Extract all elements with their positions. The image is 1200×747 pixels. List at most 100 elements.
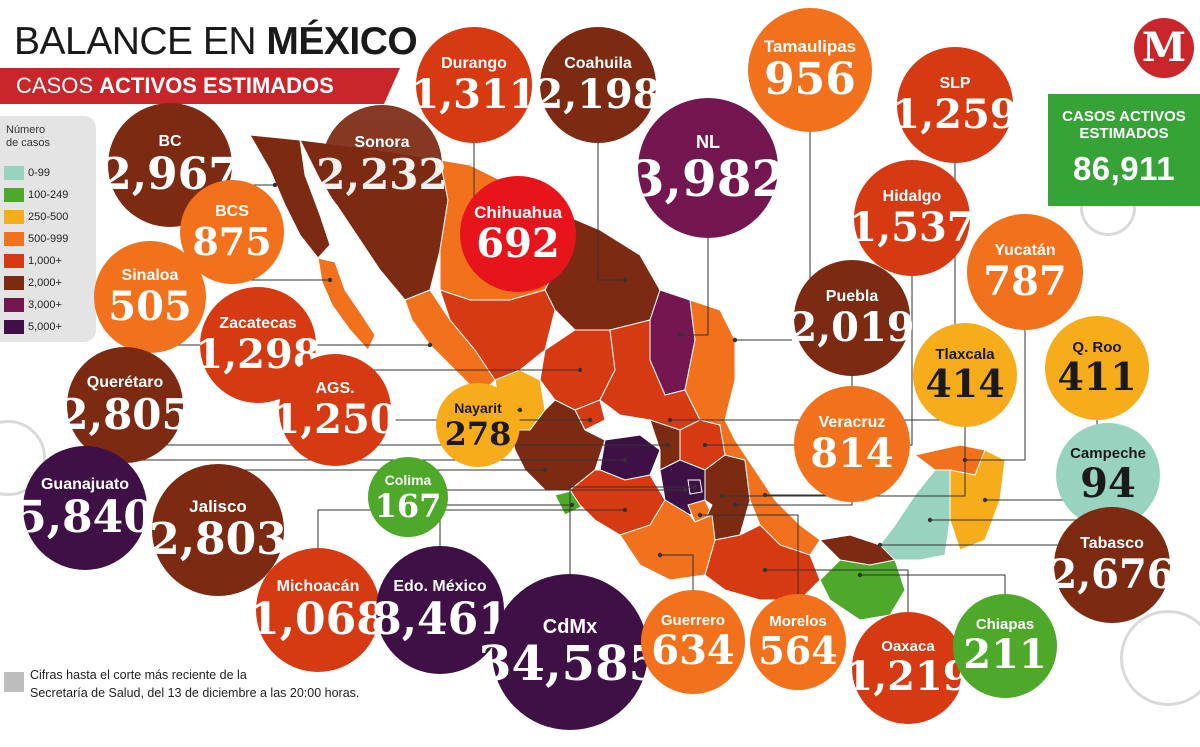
state-name: Tabasco bbox=[1080, 534, 1144, 552]
legend-swatch bbox=[4, 188, 24, 202]
leader-dot bbox=[762, 567, 768, 573]
state-name: Morelos bbox=[769, 613, 827, 630]
state-bubble: Colima 167 bbox=[368, 457, 448, 537]
state-value: 167 bbox=[374, 486, 442, 525]
footnote-marker bbox=[4, 672, 24, 692]
leader-line bbox=[705, 218, 913, 446]
state-name: Q. Roo bbox=[1072, 339, 1122, 356]
legend-swatch bbox=[4, 298, 24, 312]
state-bubble: Morelos 564 bbox=[750, 594, 846, 690]
state-name: Yucatán bbox=[994, 241, 1056, 259]
leader-line bbox=[965, 272, 1026, 461]
state-value: 787 bbox=[983, 257, 1067, 305]
state-bubble: Tabasco 2,676 bbox=[1049, 507, 1175, 623]
legend-label: 1,000+ bbox=[28, 255, 62, 267]
legend-swatch bbox=[4, 166, 24, 180]
state-name: Nayarit bbox=[454, 399, 502, 416]
state-bubble: Nayarit 278 bbox=[436, 383, 520, 467]
legend-label: 0-99 bbox=[28, 167, 51, 179]
leader-dot bbox=[327, 277, 333, 283]
leader-dot bbox=[702, 442, 708, 448]
state-value: 692 bbox=[476, 220, 560, 267]
leader-dot bbox=[982, 497, 988, 503]
state-value: 211 bbox=[963, 631, 1047, 678]
state-bubble: Chihuahua 692 bbox=[460, 176, 576, 292]
leader-dot bbox=[677, 332, 683, 338]
state-name: Michoacán bbox=[276, 577, 360, 595]
legend: Número de casos 0-99 100-249 250-500 500-99… bbox=[0, 116, 96, 342]
state-name: Hidalgo bbox=[882, 187, 942, 205]
legend-item: 0-99 bbox=[4, 166, 50, 180]
legend-item: 2,000+ bbox=[4, 276, 62, 290]
map-qroo bbox=[949, 449, 1006, 551]
state-bubble: NL 3,982 bbox=[630, 98, 786, 238]
state-name: Jalisco bbox=[189, 497, 247, 516]
state-bubble: Coahuila 2,198 bbox=[535, 27, 661, 143]
state-bubble: Sonora 2,232 bbox=[316, 105, 448, 225]
state-value: 3,982 bbox=[629, 148, 787, 208]
state-bubble: Guerrero 634 bbox=[641, 590, 745, 694]
state-name: Tamaulipas bbox=[763, 37, 857, 56]
state-value: 505 bbox=[108, 282, 192, 330]
state-bubble: SLP 1,259 bbox=[892, 47, 1018, 163]
state-bubble: Chiapas 211 bbox=[953, 594, 1057, 698]
state-value: 1,311 bbox=[411, 70, 537, 118]
state-value: 94 bbox=[1080, 460, 1136, 507]
leader-dot bbox=[732, 502, 738, 508]
leader-dot bbox=[877, 542, 883, 548]
legend-title: Número de casos bbox=[6, 124, 51, 149]
state-name: Sinaloa bbox=[121, 266, 179, 284]
legend-item: 250-500 bbox=[4, 210, 68, 224]
state-name: BCS bbox=[215, 202, 249, 220]
total-value: 86,911 bbox=[1072, 150, 1176, 187]
leader-dot bbox=[857, 572, 863, 578]
state-value: 875 bbox=[192, 218, 272, 264]
leader-dot bbox=[272, 182, 278, 188]
state-name: Chiapas bbox=[975, 616, 1035, 633]
state-value: 2,198 bbox=[535, 70, 661, 118]
state-name: SLP bbox=[939, 74, 971, 92]
leader-dot bbox=[517, 407, 523, 413]
legend-label: 3,000+ bbox=[28, 299, 62, 311]
state-bubble: Tlaxcala 414 bbox=[913, 323, 1017, 427]
state-bubble: AGS. 1,250 bbox=[272, 354, 398, 466]
state-bubble: Q. Roo 411 bbox=[1045, 316, 1149, 420]
map-bc bbox=[249, 134, 331, 259]
state-bubble: Edo. México 8,461 bbox=[371, 546, 509, 674]
state-name: NL bbox=[696, 131, 720, 152]
state-value: 8,461 bbox=[371, 593, 509, 645]
legend-label: 2,000+ bbox=[28, 277, 62, 289]
footnote-text: Cifras hasta el corte más reciente de la… bbox=[30, 668, 360, 700]
state-bubble: Jalisco 2,803 bbox=[149, 464, 287, 596]
state-bubble: Guanajuato 5,840 bbox=[16, 446, 154, 570]
state-name: Zacatecas bbox=[219, 314, 297, 332]
state-value: 1,219 bbox=[845, 653, 971, 700]
state-name: AGS. bbox=[315, 379, 355, 397]
legend-label: 500-999 bbox=[28, 233, 69, 245]
state-name: Campeche bbox=[1070, 445, 1146, 462]
state-name: Coahuila bbox=[564, 54, 632, 72]
state-bubble: Tamaulipas 956 bbox=[748, 8, 872, 132]
page-title: BALANCE EN MÉXICO bbox=[14, 20, 418, 63]
state-name: Guerrero bbox=[660, 612, 726, 629]
state-value: 634 bbox=[651, 627, 735, 674]
state-value: 1,537 bbox=[849, 203, 975, 251]
leader-dot bbox=[587, 417, 593, 423]
leader-dot bbox=[622, 507, 628, 513]
state-name: Querétaro bbox=[86, 373, 164, 391]
state-name: Colima bbox=[384, 471, 432, 488]
state-name: Sonora bbox=[354, 133, 410, 151]
state-bubble: Sinaloa 505 bbox=[94, 241, 206, 353]
state-value: 1,250 bbox=[272, 395, 398, 443]
map-tamaulipas bbox=[684, 299, 736, 421]
leader-line bbox=[597, 85, 625, 281]
state-value: 564 bbox=[758, 628, 838, 673]
state-value: 414 bbox=[925, 361, 1005, 406]
state-bubble: Querétaro 2,805 bbox=[59, 347, 191, 463]
legend-item: 100-249 bbox=[4, 188, 68, 202]
page-subtitle: CASOS ACTIVOS ESTIMADOS bbox=[0, 68, 400, 104]
legend-label: 5,000+ bbox=[28, 321, 62, 333]
leader-dot bbox=[542, 467, 548, 473]
leader-dot bbox=[732, 337, 738, 343]
